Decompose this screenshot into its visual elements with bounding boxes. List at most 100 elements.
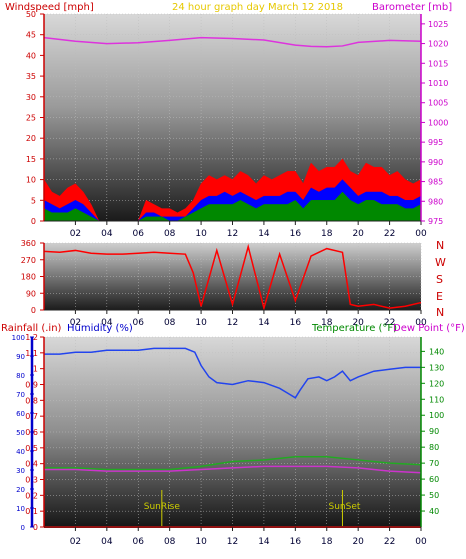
temperature-label: Temperature (°F)	[311, 323, 397, 334]
humidity-line	[44, 347, 421, 399]
panel2-series	[43, 243, 422, 311]
panel2-grid	[44, 242, 422, 311]
panel1-series	[43, 36, 422, 222]
panel2-x-tick-label: 06	[133, 318, 145, 328]
panel1-y2-tick-label: 980	[428, 197, 443, 206]
panel1-y2-tick-label: 985	[428, 178, 443, 187]
panel1-y-tick-label: 45	[26, 31, 36, 40]
humidity-y-tick-label: 30	[16, 467, 25, 475]
panel1-axes: 02 04 06 08 10 12 14 16 18 20 22 000510152025303540…	[26, 10, 449, 239]
panel2-x-tick-label: 22	[384, 318, 395, 328]
temperature-y-tick-label: 120	[429, 379, 444, 388]
panel2-x-tick-label: 20	[352, 318, 364, 328]
temperature-y-tick-label: 60	[429, 475, 439, 484]
panel1-y-tick-label: 40	[26, 51, 36, 60]
panel3-x-tick-label: 08	[164, 537, 176, 547]
panel3-x-tick-label: 22	[384, 537, 395, 547]
panel1-y-tick-label: 25	[26, 114, 36, 123]
panel1-x-tick-label: 00	[415, 229, 427, 239]
panel1-y-tick-label: 35	[26, 72, 36, 81]
panel1-y2-tick-label: 995	[428, 138, 443, 147]
panel2-x-tick-label: 08	[164, 318, 176, 328]
temperature-y-tick-label: 130	[429, 363, 444, 372]
panel2-x-tick-label: 00	[415, 318, 427, 328]
humidity-y-tick-label: 60	[16, 410, 25, 418]
panel1-x-tick-label: 02	[70, 229, 81, 239]
panel2-y-tick-label: 180	[21, 273, 36, 282]
temperature-y-tick-label: 80	[429, 443, 439, 452]
panel1-y2-tick-label: 1000	[428, 118, 448, 127]
panel1-x-tick-label: 08	[164, 229, 176, 239]
humidity-y-tick-label: 100	[12, 334, 25, 342]
temperature-y-tick-label: 50	[429, 491, 439, 500]
rain-y-tick-label: 1	[33, 365, 38, 374]
panel3-x-tick-label: 14	[258, 537, 270, 547]
panel3-x-tick-label: 02	[70, 537, 81, 547]
panel1-y-tick-label: 20	[26, 134, 36, 143]
panel1-y-tick-label: 30	[26, 93, 36, 102]
temperature-y-tick-label: 100	[429, 411, 444, 420]
temperature-y-tick-label: 70	[429, 459, 439, 468]
rainfall-label: Rainfall (.in)	[1, 323, 62, 334]
panel2-x-tick-label: 12	[227, 318, 238, 328]
panel2-x-tick-label: 18	[321, 318, 333, 328]
panel1-left-label: Windspeed [mph]	[5, 2, 94, 13]
panel1-x-tick-label: 14	[258, 229, 270, 239]
sunrise-label: SunRise	[144, 502, 181, 512]
barometer-line	[43, 36, 422, 48]
temperature-y-tick-label: 110	[429, 395, 444, 404]
panel1-y-tick-label: 50	[26, 10, 36, 19]
panel2-x-tick-label: 10	[195, 318, 207, 328]
panel2-x-tick-label: 04	[101, 318, 113, 328]
panel3-x-tick-label: 00	[415, 537, 427, 547]
panel3-x-tick-label: 20	[352, 537, 364, 547]
humidity-y-tick-label: 80	[16, 372, 25, 380]
panel1-y2-tick-label: 1005	[428, 99, 448, 108]
temperature-y-tick-label: 90	[429, 427, 439, 436]
dewpoint-line	[44, 465, 422, 474]
panel2-y-tick-label: 360	[21, 239, 36, 248]
panel1-title: 24 hour graph day March 12 2018	[172, 2, 343, 13]
humidity-y-tick-label: 40	[16, 448, 25, 456]
humidity-y-tick-label: 20	[16, 486, 25, 494]
direction-label-e: E	[436, 290, 443, 303]
dewpoint-label: Dew Point (°F)	[393, 323, 465, 334]
panel1-y2-tick-label: 990	[428, 158, 443, 167]
panel1-y-tick-label: 5	[31, 196, 36, 205]
panel3-x-tick-label: 16	[290, 537, 302, 547]
panel1-y2-tick-label: 1015	[428, 59, 448, 68]
panel3-background	[44, 337, 421, 527]
humidity-label: Humidity (%)	[67, 323, 133, 334]
panel1-x-tick-label: 04	[101, 229, 113, 239]
temperature-line	[44, 455, 422, 471]
humidity-y-tick-label: 50	[16, 429, 25, 437]
humidity-y-tick-label: 90	[16, 353, 25, 361]
panel3-x-tick-label: 12	[227, 537, 238, 547]
panel1-right-label: Barometer [mb]	[372, 2, 452, 13]
panel3-x-tick-label: 18	[321, 537, 333, 547]
panel2-x-tick-label: 16	[290, 318, 302, 328]
direction-label-s: S	[436, 273, 443, 286]
panel1-y2-tick-label: 1020	[428, 40, 448, 49]
sunset-label: SunSet	[329, 502, 361, 512]
temperature-y-tick-label: 40	[429, 507, 439, 516]
wind-direction-line	[43, 243, 422, 311]
panel3-x-tick-label: 06	[133, 537, 145, 547]
panel1-x-tick-label: 06	[133, 229, 145, 239]
panel1-y2-tick-label: 1010	[428, 79, 448, 88]
direction-label-n-top: N	[436, 239, 444, 252]
panel1-x-tick-label: 16	[290, 229, 302, 239]
panel1-y2-tick-label: 975	[428, 217, 443, 226]
panel2-y-tick-label: 0	[31, 306, 36, 315]
panel1-x-tick-label: 18	[321, 229, 333, 239]
panel1-wind-barometer: 02 04 06 08 10 12 14 16 18 20 22 000510152025303540…	[5, 2, 452, 239]
direction-label-n-bottom: N	[436, 306, 444, 319]
panel2-x-tick-label: 02	[70, 318, 81, 328]
panel1-y2-tick-label: 1025	[428, 20, 448, 29]
panel2-y-tick-label: 90	[26, 289, 36, 298]
panel1-x-tick-label: 10	[195, 229, 207, 239]
panel1-y-tick-label: 0	[31, 217, 36, 226]
panel2-y-tick-label: 270	[21, 256, 36, 265]
